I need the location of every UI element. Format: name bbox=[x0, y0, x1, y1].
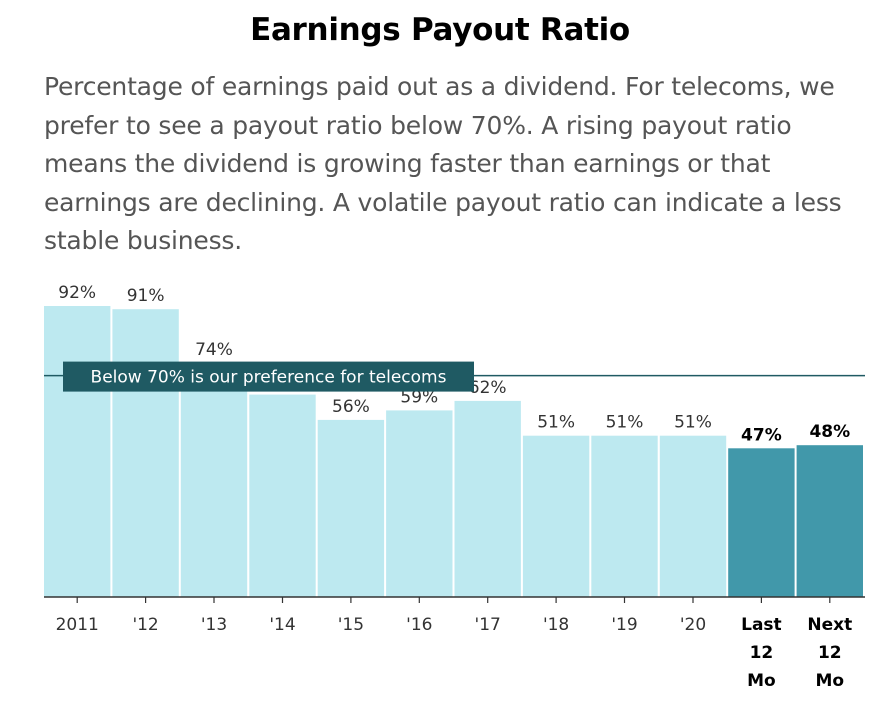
bar-5 bbox=[386, 410, 453, 597]
x-tick-label-6: '17 bbox=[475, 615, 501, 635]
reference-label-box bbox=[63, 361, 474, 392]
x-tick-label-8: '19 bbox=[611, 615, 637, 635]
bar-7 bbox=[522, 435, 590, 597]
bar-11 bbox=[796, 445, 863, 597]
value-label-11: 48% bbox=[809, 422, 850, 442]
x-tick-label-11: Next 12 Mo bbox=[807, 615, 852, 691]
x-tick-label-10: Last 12 Mo bbox=[741, 615, 782, 691]
x-tick-label-1: '12 bbox=[132, 615, 158, 635]
bar-6 bbox=[454, 400, 521, 597]
value-label-10: 47% bbox=[741, 425, 782, 445]
x-tick-label-9: '20 bbox=[680, 615, 706, 635]
value-label-9: 51% bbox=[674, 413, 712, 433]
x-tick-label-4: '15 bbox=[338, 615, 364, 635]
reference-label: Below 70% is our preference for telecoms bbox=[91, 368, 447, 388]
value-label-6: 62% bbox=[469, 378, 507, 398]
bar-0 bbox=[44, 306, 111, 597]
x-tick-label-0: 2011 bbox=[56, 615, 99, 635]
value-label-1: 91% bbox=[127, 286, 165, 306]
bar-9 bbox=[659, 435, 727, 597]
bar-2 bbox=[180, 362, 248, 597]
x-tick-label-5: '16 bbox=[406, 615, 432, 635]
value-label-5: 59% bbox=[400, 387, 438, 407]
bar-1 bbox=[112, 309, 179, 597]
x-tick-label-7: '18 bbox=[543, 615, 569, 635]
value-label-8: 51% bbox=[606, 413, 644, 433]
value-label-7: 51% bbox=[537, 413, 575, 433]
bar-8 bbox=[591, 435, 658, 597]
value-label-0: 92% bbox=[58, 283, 96, 303]
value-label-2: 74% bbox=[195, 340, 233, 360]
x-tick-label-3: '14 bbox=[269, 615, 295, 635]
bar-4 bbox=[317, 419, 385, 597]
chart-title: Earnings Payout Ratio bbox=[250, 12, 630, 48]
x-tick-label-2: '13 bbox=[201, 615, 227, 635]
bar-10 bbox=[728, 448, 795, 597]
bar-3 bbox=[249, 394, 316, 597]
value-label-4: 56% bbox=[332, 397, 370, 417]
chart-description: Percentage of earnings paid out as a div… bbox=[44, 72, 842, 255]
